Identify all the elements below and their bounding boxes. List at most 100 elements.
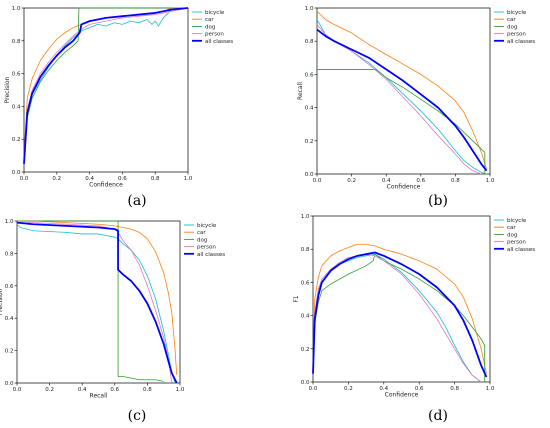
legend-label: dog bbox=[507, 24, 517, 30]
series-line-car bbox=[17, 220, 178, 375]
chart-b: 0.0 0.2 0.4 0.6 0.8 1.0 0.0 0.2 0.4 0.6 0.8 1.0 Conf… bbox=[297, 6, 535, 209]
y-tick-label: 0.4 bbox=[5, 316, 14, 322]
y-axis-label: Recall bbox=[297, 82, 304, 100]
x-tick-label: 0.0 bbox=[20, 176, 29, 182]
x-tick-label: 0.8 bbox=[450, 386, 459, 392]
y-axis-label: F1 bbox=[293, 295, 300, 302]
legend-label: bicycle bbox=[507, 218, 527, 224]
y-tick-label: 0.8 bbox=[305, 39, 314, 45]
chart-c: 0.0 0.2 0.4 0.6 0.8 1.0 0.0 0.2 0.4 0.6 0.8 1.0 Reca… bbox=[0, 219, 225, 424]
y-tick-label: 0.4 bbox=[12, 104, 21, 110]
y-tick-label: 0.6 bbox=[5, 284, 14, 290]
x-axis-label: Confidence bbox=[385, 392, 419, 399]
series-line-dog bbox=[17, 220, 164, 382]
legend-label: all classes bbox=[507, 39, 535, 45]
legend-label: bicycle bbox=[205, 10, 225, 16]
y-tick-label: 0.8 bbox=[5, 251, 14, 257]
x-tick-label: 0.6 bbox=[416, 178, 425, 184]
y-tick-label: 0.0 bbox=[12, 170, 21, 176]
x-tick-label: 0.0 bbox=[309, 386, 318, 392]
x-axis-label: Confidence bbox=[89, 182, 123, 189]
series-line-person bbox=[23, 7, 189, 159]
series-line-all-classes bbox=[16, 221, 178, 384]
legend-label: dog bbox=[507, 232, 517, 238]
series-line-car bbox=[316, 11, 487, 170]
legend-label: person bbox=[507, 240, 526, 246]
y-tick-label: 0.2 bbox=[301, 347, 310, 353]
series-line-person bbox=[312, 253, 482, 383]
series-line-all-classes bbox=[312, 251, 488, 378]
plot-frame bbox=[316, 7, 491, 175]
x-tick-label: 0.4 bbox=[379, 386, 388, 392]
y-tick-label: 0.0 bbox=[301, 380, 310, 386]
y-tick-label: 1.0 bbox=[12, 6, 21, 12]
legend-label: bicycle bbox=[507, 10, 527, 16]
legend-label: all classes bbox=[507, 247, 535, 253]
x-tick-label: 0.2 bbox=[52, 176, 61, 182]
y-tick-label: 1.0 bbox=[301, 214, 310, 220]
plot-frame bbox=[23, 7, 189, 173]
chart-a: 0.0 0.2 0.4 0.6 0.8 1.0 0.0 0.2 0.4 0.6 0.8 1.0 Conf… bbox=[4, 6, 233, 209]
panel-caption: (d) bbox=[428, 408, 448, 424]
y-tick-label: 0.2 bbox=[12, 137, 21, 143]
y-tick-label: 0.6 bbox=[305, 72, 314, 78]
y-tick-label: 1.0 bbox=[305, 6, 314, 12]
chart-d: 0.0 0.2 0.4 0.6 0.8 1.0 0.0 0.2 0.4 0.6 0.8 1.0 Conf… bbox=[293, 214, 535, 424]
legend-label: car bbox=[507, 225, 516, 231]
legend-label: bicycle bbox=[197, 223, 217, 229]
x-tick-label: 0.2 bbox=[344, 386, 353, 392]
legend-label: dog bbox=[205, 24, 215, 30]
series-line-dog bbox=[317, 69, 486, 174]
x-tick-label: 1.0 bbox=[486, 178, 495, 184]
legend-label: car bbox=[197, 230, 206, 236]
panel-caption: (c) bbox=[128, 408, 147, 424]
legend-label: all classes bbox=[197, 252, 225, 258]
series-line-dog bbox=[23, 7, 188, 164]
y-tick-label: 0.0 bbox=[5, 381, 14, 387]
y-tick-label: 0.8 bbox=[301, 247, 310, 253]
x-tick-label: 0.8 bbox=[151, 176, 160, 182]
y-tick-label: 0.4 bbox=[305, 106, 314, 112]
plot-frame bbox=[312, 215, 491, 383]
x-axis-label: Recall bbox=[90, 393, 108, 400]
legend-label: all classes bbox=[205, 39, 233, 45]
plot-frame bbox=[16, 220, 181, 384]
series-line-all-classes bbox=[23, 7, 189, 164]
y-tick-label: 0.6 bbox=[301, 280, 310, 286]
x-tick-label: 0.0 bbox=[13, 387, 22, 393]
x-tick-label: 0.6 bbox=[110, 387, 119, 393]
x-tick-label: 0.8 bbox=[143, 387, 152, 393]
x-tick-label: 0.6 bbox=[415, 386, 424, 392]
x-tick-label: 0.2 bbox=[347, 178, 356, 184]
x-tick-label: 0.4 bbox=[382, 178, 391, 184]
y-tick-label: 0.0 bbox=[305, 172, 314, 178]
y-tick-label: 0.2 bbox=[305, 139, 314, 145]
series-line-bicycle bbox=[16, 223, 176, 384]
y-tick-label: 0.2 bbox=[5, 349, 14, 355]
x-tick-label: 1.0 bbox=[486, 386, 495, 392]
y-axis-label: Precision bbox=[0, 288, 4, 315]
x-tick-label: 1.0 bbox=[184, 176, 193, 182]
x-tick-label: 0.0 bbox=[313, 178, 322, 184]
x-tick-label: 0.4 bbox=[85, 176, 94, 182]
x-tick-label: 1.0 bbox=[176, 387, 185, 393]
legend-label: car bbox=[205, 17, 214, 23]
legend-label: person bbox=[507, 32, 526, 38]
y-axis-label: Precision bbox=[4, 76, 11, 103]
x-tick-label: 0.4 bbox=[78, 387, 87, 393]
x-axis-label: Confidence bbox=[387, 184, 421, 191]
y-tick-label: 0.6 bbox=[12, 72, 21, 78]
y-tick-label: 1.0 bbox=[5, 219, 14, 225]
panel-caption: (b) bbox=[428, 193, 448, 209]
x-tick-label: 0.8 bbox=[451, 178, 460, 184]
legend-label: person bbox=[197, 245, 216, 251]
x-tick-label: 0.6 bbox=[118, 176, 127, 182]
panel-caption: (a) bbox=[127, 193, 146, 209]
series-line-bicycle bbox=[23, 7, 188, 164]
legend-label: dog bbox=[197, 237, 207, 243]
series-line-all-classes bbox=[316, 28, 488, 172]
